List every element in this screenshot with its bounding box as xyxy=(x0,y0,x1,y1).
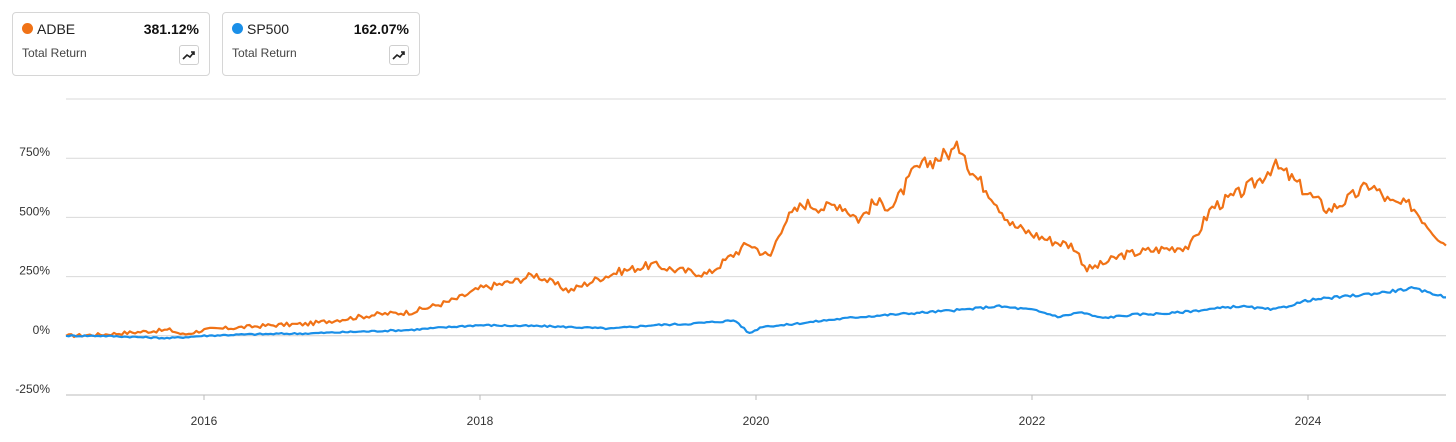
legend-card-sp500[interactable]: SP500 162.07% Total Return xyxy=(222,12,420,76)
adbe-color-dot xyxy=(22,23,33,34)
trend-up-icon[interactable] xyxy=(179,45,199,65)
adbe-ticker: ADBE xyxy=(37,21,76,37)
legend-card-adbe[interactable]: ADBE 381.12% Total Return xyxy=(12,12,210,76)
y-tick-label: -250% xyxy=(15,382,50,396)
x-tick-label: 2022 xyxy=(1019,414,1046,428)
x-tick-label: 2018 xyxy=(467,414,494,428)
y-tick-label: 0% xyxy=(33,323,51,337)
x-tick-label: 2024 xyxy=(1295,414,1322,428)
sp500-total-return-value: 162.07% xyxy=(353,21,409,37)
sp500-color-dot xyxy=(232,23,243,34)
x-tick-label: 2016 xyxy=(191,414,218,428)
sp500-subtitle: Total Return xyxy=(232,46,297,60)
y-tick-label: 250% xyxy=(19,264,50,278)
series-line-sp500 xyxy=(65,286,1446,340)
series-line-adbe xyxy=(65,140,1447,339)
adbe-total-return-value: 381.12% xyxy=(143,21,199,37)
x-tick-label: 2020 xyxy=(743,414,770,428)
sp500-ticker: SP500 xyxy=(247,21,290,37)
y-tick-label: 750% xyxy=(19,145,50,159)
trend-up-icon[interactable] xyxy=(389,45,409,65)
y-tick-label: 500% xyxy=(19,204,50,218)
adbe-subtitle: Total Return xyxy=(22,46,87,60)
